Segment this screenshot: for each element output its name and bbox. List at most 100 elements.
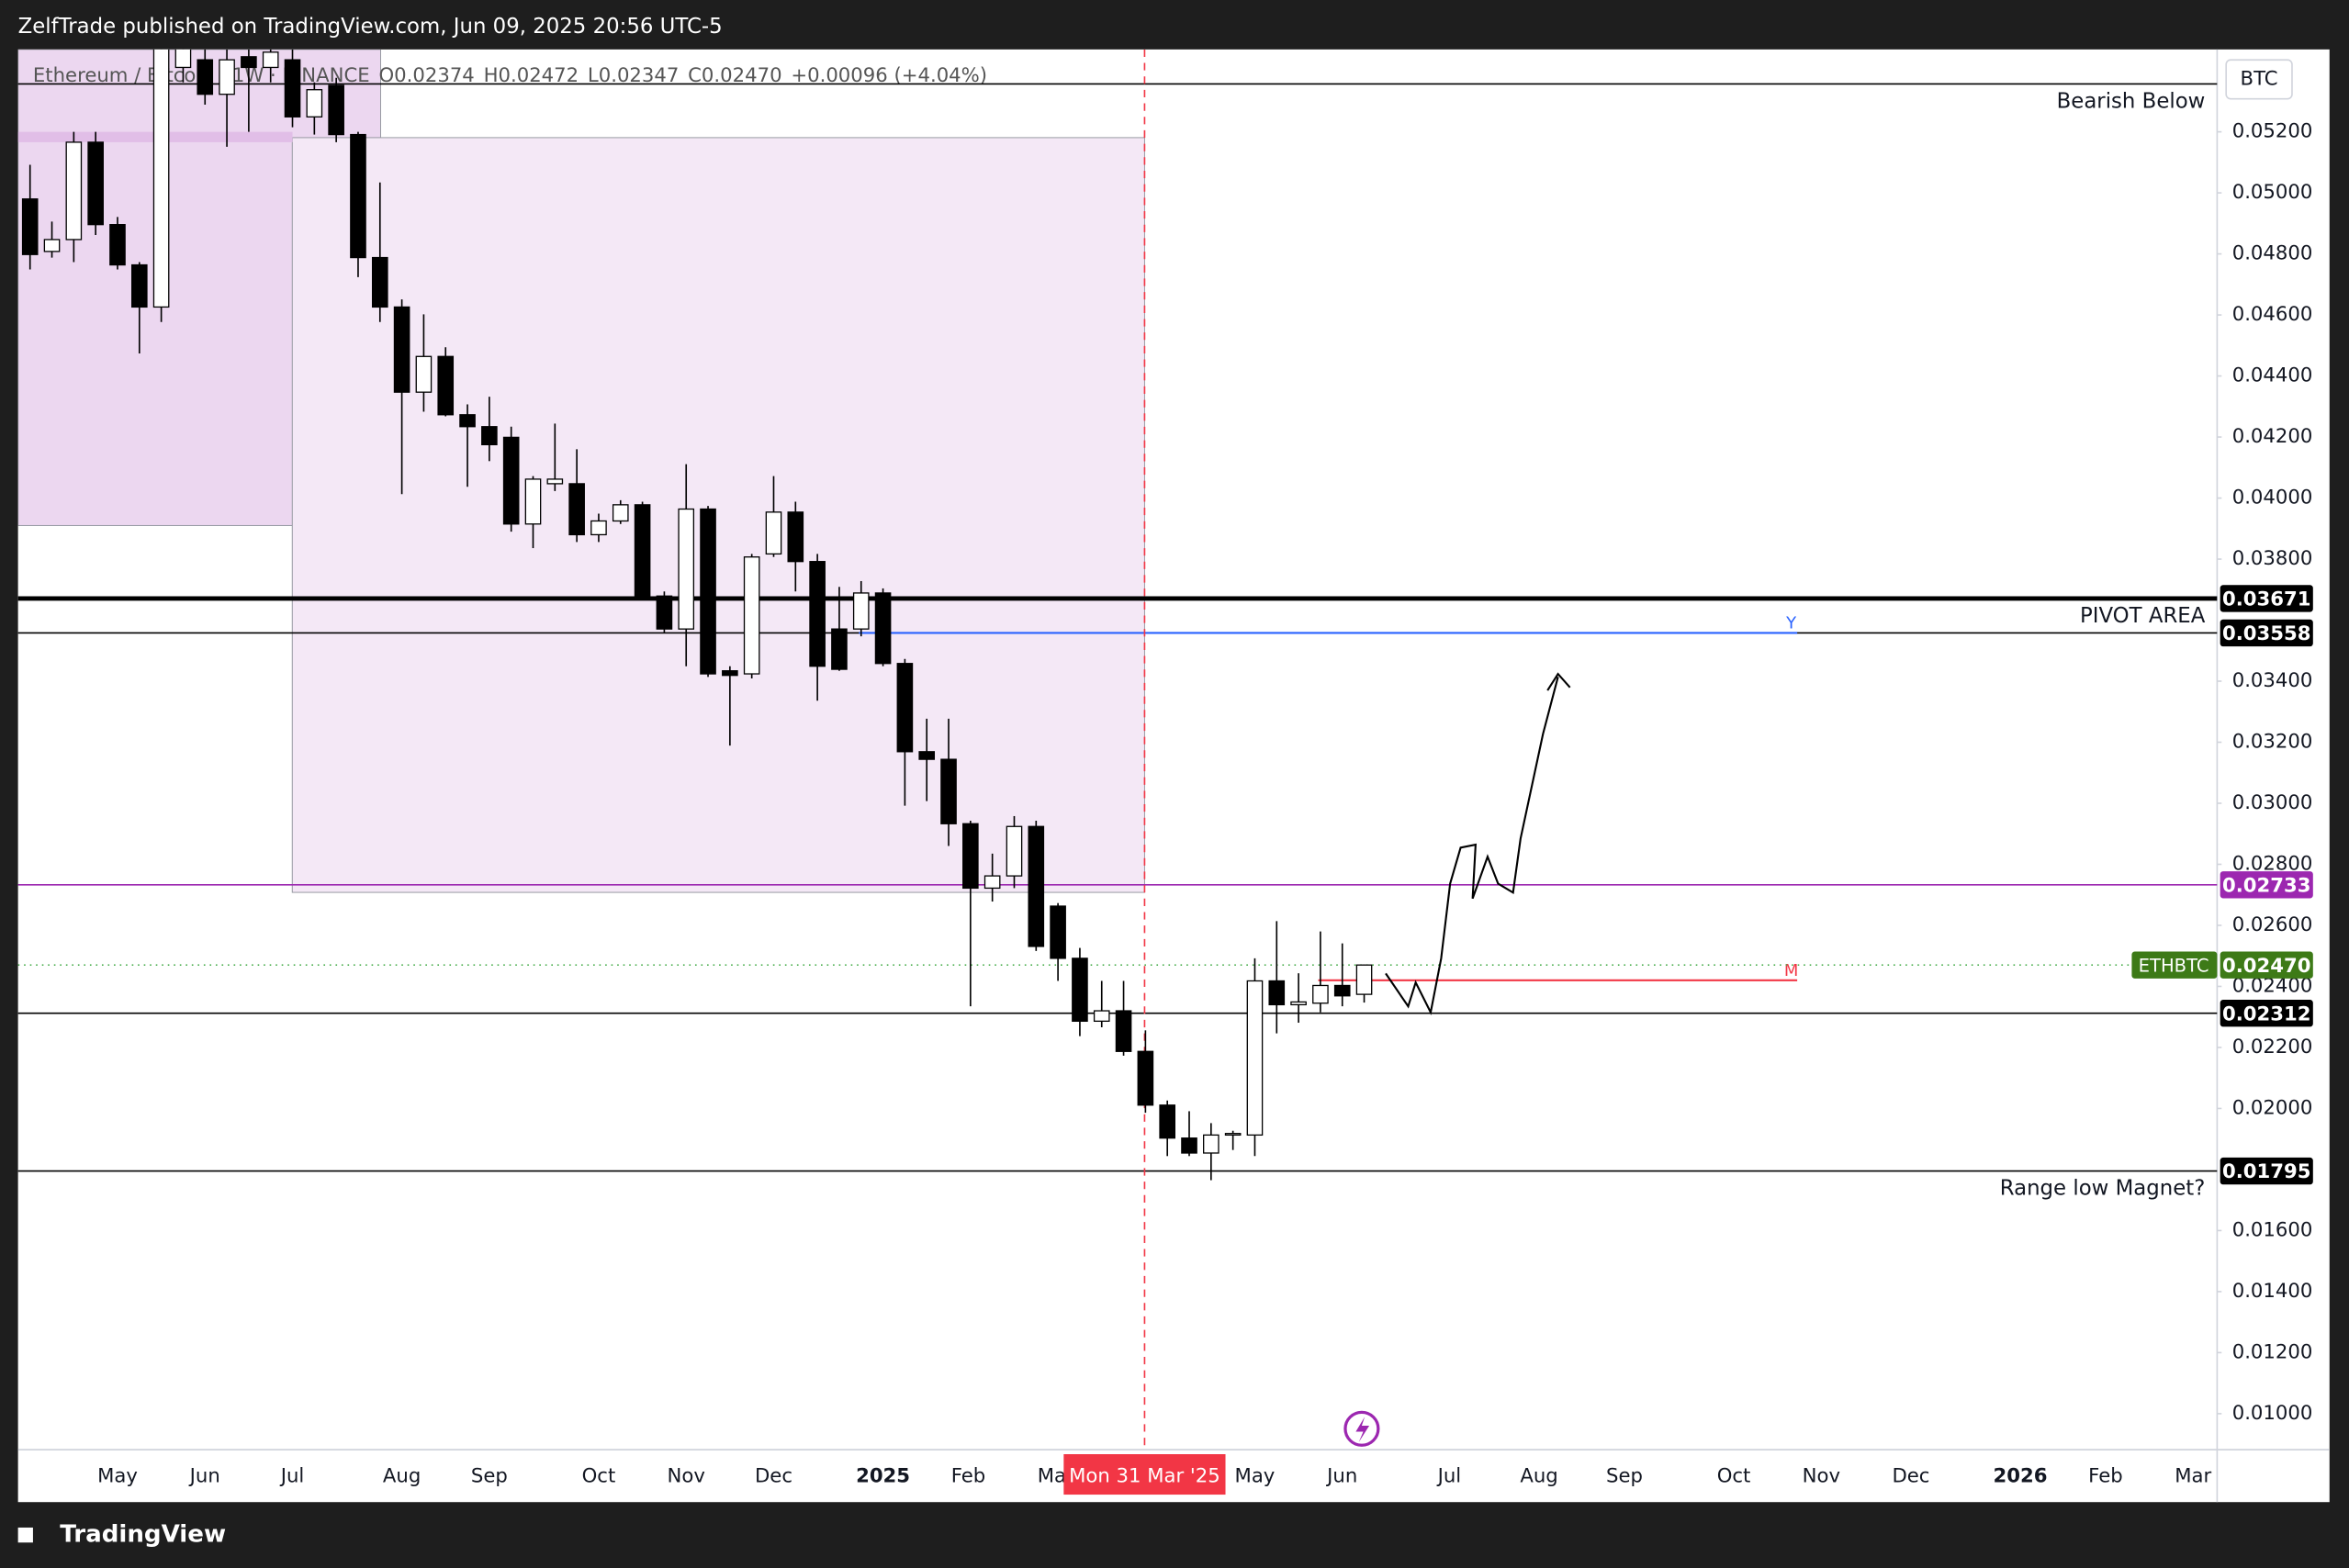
level-price-box — [2220, 1000, 2313, 1027]
series-name: ETHBTC — [2139, 955, 2209, 976]
y-tick-label: 0.03400 — [2232, 668, 2313, 691]
candle-body — [874, 592, 892, 665]
x-tick-label: Sep — [1606, 1463, 1643, 1486]
candle-body — [1093, 1010, 1110, 1023]
y-tick-label: 0.04400 — [2232, 364, 2313, 386]
candle-body — [43, 239, 61, 252]
legend-value: O0.02374 — [378, 63, 474, 86]
y-tick-label: 0.01200 — [2232, 1339, 2313, 1362]
plot: Ethereum / Bitcoin · 1W · BINANCEO0.0237… — [17, 49, 2218, 1450]
legend-value: L0.02347 — [588, 63, 679, 86]
candle-body — [1268, 980, 1286, 1006]
y-tick-label: 0.01600 — [2232, 1217, 2313, 1240]
candle-body — [371, 256, 388, 308]
candle-body — [415, 355, 433, 393]
x-tick-label: Oct — [582, 1463, 616, 1486]
x-tick-label: Oct — [1717, 1463, 1751, 1486]
y-tick-label: 0.05200 — [2232, 119, 2313, 142]
candle-body — [65, 141, 83, 241]
y-tick-label: 0.03000 — [2232, 790, 2313, 813]
level-price-box — [2220, 619, 2313, 647]
current-price-label: 0.02470 — [2222, 954, 2311, 977]
x-tick-label: May — [97, 1463, 138, 1486]
segment-label: M — [1784, 961, 1798, 980]
candle-body — [524, 478, 542, 525]
x-tick-label: 2025 — [856, 1463, 910, 1486]
candle-body — [918, 751, 936, 760]
candle-body — [306, 89, 323, 118]
cursor-label-box — [1063, 1454, 1226, 1495]
candle-body — [700, 508, 716, 675]
candle-body — [590, 520, 607, 536]
level-price-box — [2220, 585, 2313, 612]
candle-body — [130, 263, 148, 308]
candle-body — [962, 823, 979, 890]
current-price-box — [2220, 951, 2313, 979]
x-tick-label: Mar — [2175, 1463, 2211, 1486]
candle-body — [437, 355, 455, 416]
candle-body — [1290, 1001, 1307, 1006]
candle-body — [1181, 1137, 1197, 1154]
y-tick-label: 0.02600 — [2232, 913, 2313, 935]
candle-body — [152, 49, 170, 308]
candle-body — [1159, 1104, 1176, 1139]
legend-value: +0.00096 (+4.04%) — [791, 63, 987, 86]
y-tick-label: 0.03200 — [2232, 730, 2313, 753]
x-tick-label: Nov — [1803, 1463, 1840, 1486]
y-tick-label: 0.03800 — [2232, 546, 2313, 569]
y-tick-label: 0.01000 — [2232, 1401, 2313, 1424]
x-tick-label: Jul — [1436, 1463, 1462, 1486]
x-tick-label: 2026 — [1994, 1463, 2048, 1486]
candle-body — [787, 511, 804, 563]
candle-body — [940, 758, 957, 824]
legend-value: C0.02470 — [688, 63, 781, 86]
candle-body — [219, 59, 235, 95]
candle-body — [393, 306, 410, 393]
candle-body — [1224, 1133, 1242, 1137]
y-tick-label: 0.05000 — [2232, 180, 2313, 203]
alert-bolt — [1355, 1417, 1370, 1442]
series-name-box — [2131, 951, 2218, 979]
x-tick-label: Dec — [1892, 1463, 1929, 1486]
candle-body — [459, 414, 476, 428]
legend-value: H0.02472 — [484, 63, 579, 86]
cursor-label: Mon 31 Mar '25 — [1069, 1463, 1220, 1486]
logo-mark — [17, 1527, 33, 1543]
candle-body — [241, 56, 257, 69]
y-tick-label: 0.02000 — [2232, 1095, 2313, 1118]
level-annotation: PIVOT AREA — [2080, 604, 2206, 628]
x-tick-label: Aug — [1520, 1463, 1557, 1486]
publisher: ZelfTrade published on TradingView.com, … — [18, 15, 723, 39]
candle-body — [197, 59, 214, 95]
hand-drawn-projection — [1385, 672, 1571, 1016]
brand: TradingView — [60, 1521, 226, 1549]
x-tick-label: Feb — [2088, 1463, 2123, 1486]
x-tick-label: Dec — [755, 1463, 792, 1486]
level-price-label: 0.03671 — [2222, 588, 2311, 610]
candle-body — [262, 51, 279, 69]
x-tick-label: May — [1235, 1463, 1276, 1486]
level-price-label: 0.03558 — [2222, 622, 2311, 644]
alert-icon — [1343, 1410, 1380, 1447]
level-price-label: 0.02733 — [2222, 873, 2311, 896]
logo: TradingView — [17, 1521, 226, 1549]
candle-body — [328, 84, 344, 136]
y-tick-label: 0.02200 — [2232, 1035, 2313, 1058]
y-tick-label: 0.04800 — [2232, 241, 2313, 264]
candle-body — [502, 436, 520, 525]
x-tick-label: Aug — [383, 1463, 421, 1486]
candle-body — [743, 556, 760, 675]
candle-body — [634, 504, 651, 597]
candle-body — [87, 141, 104, 226]
candle-body — [1115, 1010, 1132, 1052]
candle-body — [722, 670, 738, 677]
candle-body — [174, 49, 192, 69]
level-price-label: 0.02312 — [2222, 1002, 2311, 1025]
candle-body — [1137, 1050, 1154, 1106]
candle-body — [1355, 964, 1373, 995]
level-annotation: Bearish Below — [2057, 89, 2206, 113]
candle-body — [21, 198, 39, 255]
candle-body — [1203, 1134, 1219, 1154]
candle-body — [983, 875, 1001, 890]
